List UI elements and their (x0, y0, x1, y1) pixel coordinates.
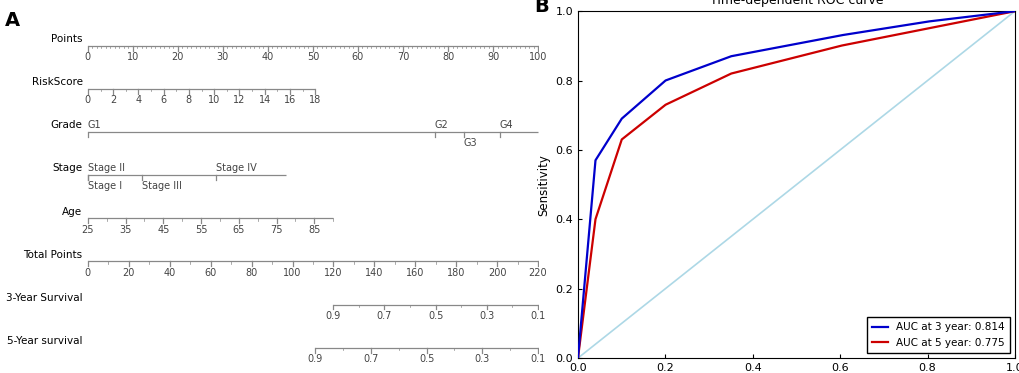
Title: Time-dependent ROC curve: Time-dependent ROC curve (709, 0, 882, 7)
Text: 70: 70 (396, 52, 409, 62)
Text: 35: 35 (119, 225, 131, 235)
Text: 80: 80 (246, 268, 258, 278)
Text: G3: G3 (464, 138, 477, 148)
Text: Grade: Grade (51, 120, 83, 131)
Text: 0: 0 (85, 52, 91, 62)
Text: Stage III: Stage III (142, 181, 181, 191)
Text: Points: Points (51, 34, 83, 44)
Text: 85: 85 (308, 225, 320, 235)
Text: 180: 180 (446, 268, 465, 278)
Text: 40: 40 (262, 52, 274, 62)
Text: 4: 4 (136, 95, 142, 105)
Text: 60: 60 (205, 268, 217, 278)
Text: 0.9: 0.9 (325, 311, 340, 321)
Legend: AUC at 3 year: 0.814, AUC at 5 year: 0.775: AUC at 3 year: 0.814, AUC at 5 year: 0.7… (866, 317, 1009, 353)
Text: 30: 30 (217, 52, 229, 62)
Text: 120: 120 (324, 268, 342, 278)
Text: 100: 100 (529, 52, 547, 62)
Text: 0.9: 0.9 (308, 354, 323, 364)
Text: 14: 14 (259, 95, 271, 105)
Text: 0.3: 0.3 (474, 354, 489, 364)
Text: Stage IV: Stage IV (216, 163, 257, 173)
Text: 75: 75 (270, 225, 282, 235)
Text: 2: 2 (110, 95, 116, 105)
Text: 5-Year survival: 5-Year survival (7, 336, 83, 346)
Text: 10: 10 (208, 95, 220, 105)
Text: Stage: Stage (52, 163, 83, 173)
Text: 20: 20 (122, 268, 135, 278)
Text: 0.5: 0.5 (428, 311, 443, 321)
Text: 25: 25 (82, 225, 94, 235)
Text: 50: 50 (307, 52, 319, 62)
Text: 0: 0 (85, 95, 91, 105)
Text: Age: Age (62, 207, 83, 217)
Text: 0.7: 0.7 (363, 354, 378, 364)
Text: 100: 100 (283, 268, 302, 278)
Text: 140: 140 (365, 268, 383, 278)
Text: 40: 40 (163, 268, 175, 278)
Text: G2: G2 (434, 120, 447, 131)
Text: 20: 20 (171, 52, 183, 62)
Text: 0.1: 0.1 (530, 311, 545, 321)
Y-axis label: Sensitivity: Sensitivity (536, 154, 549, 216)
Text: 0.7: 0.7 (376, 311, 391, 321)
Text: 65: 65 (232, 225, 245, 235)
Text: G1: G1 (88, 120, 102, 131)
Text: Stage II: Stage II (88, 163, 124, 173)
Text: B: B (534, 0, 548, 16)
Text: 60: 60 (352, 52, 364, 62)
Text: 3-Year Survival: 3-Year Survival (6, 293, 83, 303)
Text: 0.3: 0.3 (479, 311, 494, 321)
Text: 10: 10 (126, 52, 139, 62)
Text: Total Points: Total Points (23, 250, 83, 260)
Text: 0: 0 (85, 268, 91, 278)
Text: Stage I: Stage I (88, 181, 122, 191)
Text: 16: 16 (283, 95, 296, 105)
Text: 6: 6 (160, 95, 166, 105)
Text: 45: 45 (157, 225, 169, 235)
Text: G4: G4 (499, 120, 513, 131)
Text: 0.1: 0.1 (530, 354, 545, 364)
Text: 80: 80 (441, 52, 453, 62)
Text: 18: 18 (309, 95, 321, 105)
Text: 200: 200 (487, 268, 505, 278)
Text: 55: 55 (195, 225, 207, 235)
Text: A: A (5, 11, 20, 30)
Text: 220: 220 (528, 268, 547, 278)
Text: 90: 90 (486, 52, 498, 62)
Text: 12: 12 (233, 95, 246, 105)
Text: RiskScore: RiskScore (32, 77, 83, 87)
Text: 8: 8 (185, 95, 192, 105)
Text: 0.5: 0.5 (419, 354, 434, 364)
Text: 160: 160 (406, 268, 424, 278)
